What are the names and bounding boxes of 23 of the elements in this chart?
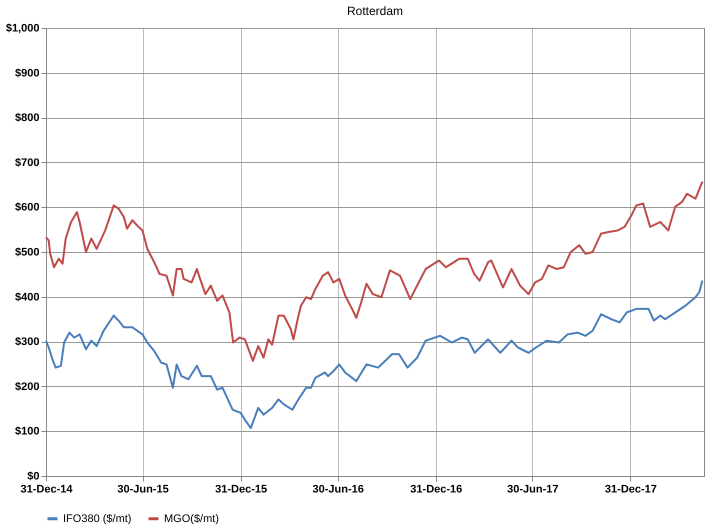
x-tick-label: 30-Jun-16 xyxy=(312,484,364,496)
line-series xyxy=(45,180,704,362)
chart-title: Rotterdam xyxy=(346,4,404,18)
y-tick-label: $600 xyxy=(15,202,40,214)
x-tick-label: 31-Dec-15 xyxy=(215,484,268,496)
y-tick-label: $700 xyxy=(15,156,40,169)
y-tick-label: $0 xyxy=(27,470,40,482)
legend-label: IFO380 ($/mt) xyxy=(63,512,132,525)
y-tick-label: $1,000 xyxy=(6,22,40,34)
y-tick-label: $200 xyxy=(15,380,40,393)
legend-label: MGO($/mt) xyxy=(164,512,219,525)
x-tick-label: 30-Jun-15 xyxy=(117,484,169,496)
y-tick-label: $100 xyxy=(15,426,40,438)
x-tick-label: 31-Dec-17 xyxy=(604,484,657,496)
y-tick-label: $900 xyxy=(15,67,40,80)
x-tick-label: 31-Dec-14 xyxy=(20,484,74,496)
x-tick-label: 31-Dec-16 xyxy=(410,484,462,496)
x-tick-label: 30-Jun-17 xyxy=(507,484,558,496)
y-tick-label: $500 xyxy=(15,246,40,258)
line-series xyxy=(45,280,704,430)
y-tick-label: $400 xyxy=(15,291,40,304)
y-tick-label: $800 xyxy=(15,112,40,124)
y-tick-label: $300 xyxy=(15,336,40,348)
